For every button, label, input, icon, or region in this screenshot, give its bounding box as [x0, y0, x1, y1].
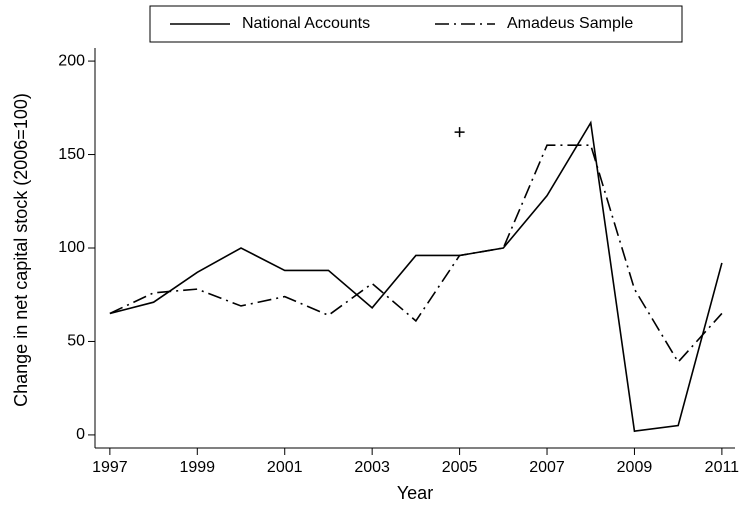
- y-tick-label: 150: [58, 146, 85, 163]
- x-axis-label: Year: [397, 483, 433, 503]
- y-tick-label: 50: [67, 333, 85, 350]
- y-axis-label: Change in net capital stock (2006=100): [11, 93, 31, 407]
- x-tick-label: 1997: [92, 459, 128, 476]
- x-tick-label: 1999: [179, 459, 215, 476]
- x-tick-label: 2011: [705, 459, 740, 476]
- legend-label: National Accounts: [242, 15, 370, 32]
- y-tick-label: 200: [58, 52, 85, 69]
- point-marker: [454, 127, 465, 138]
- x-tick-label: 2001: [267, 459, 303, 476]
- x-tick-label: 2007: [529, 459, 565, 476]
- y-tick-label: 0: [76, 426, 85, 443]
- x-tick-label: 2005: [442, 459, 478, 476]
- legend-box: [149, 5, 683, 43]
- series-line: [109, 144, 723, 364]
- series-line: [109, 120, 723, 433]
- x-tick-label: 2003: [354, 459, 390, 476]
- x-tick-label: 2009: [617, 459, 653, 476]
- legend-label: Amadeus Sample: [507, 15, 633, 32]
- y-tick-label: 100: [58, 239, 85, 256]
